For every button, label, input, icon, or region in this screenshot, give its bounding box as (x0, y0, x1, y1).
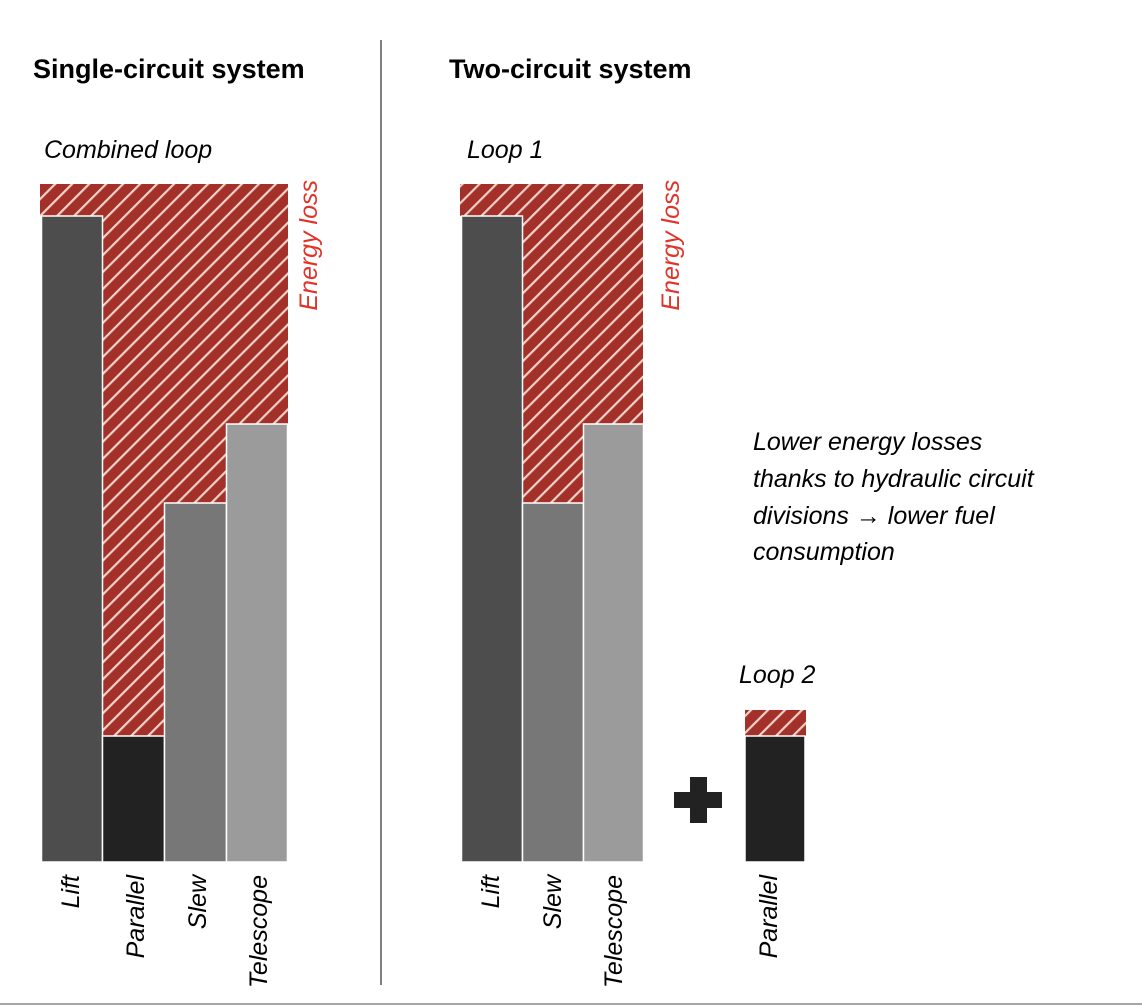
label-parallel: Parallel (122, 874, 150, 959)
bar-slew (521, 502, 585, 863)
label-lift: Lift (477, 874, 505, 908)
bar-parallel (101, 735, 166, 863)
combined-loop-label: Combined loop (44, 136, 212, 164)
svg-text:thanks to hydraulic circuit: thanks to hydraulic circuit (753, 465, 1035, 493)
bar-lift (40, 215, 104, 863)
label-slew: Slew (539, 873, 567, 929)
bar-parallel (744, 735, 806, 863)
label-slew: Slew (184, 873, 212, 929)
two-circuit-title: Two-circuit system (449, 54, 692, 84)
note-text: Lower energy losses thanks to hydraulic … (753, 428, 1035, 566)
label-parallel: Parallel (755, 874, 783, 959)
plus-icon (674, 777, 722, 823)
bar-lift (460, 215, 524, 863)
label-lift: Lift (57, 874, 85, 908)
svg-text:divisions → lower fuel: divisions → lower fuel (753, 502, 996, 530)
label-telescope: Telescope (600, 875, 628, 988)
energy-loss-label-loop1: Energy loss (657, 180, 685, 311)
bar-telescope (582, 423, 645, 863)
svg-text:Lower energy losses: Lower energy losses (753, 428, 982, 456)
single-circuit-title: Single-circuit system (33, 54, 305, 84)
energy-loss-area-loop2 (745, 710, 806, 736)
svg-text:consumption: consumption (753, 538, 895, 566)
bar-slew (163, 502, 228, 863)
loop1-label: Loop 1 (467, 136, 543, 164)
label-telescope: Telescope (245, 875, 273, 988)
loop2-label: Loop 2 (739, 661, 816, 689)
bar-telescope (225, 423, 289, 863)
energy-loss-label-left: Energy loss (295, 180, 323, 311)
